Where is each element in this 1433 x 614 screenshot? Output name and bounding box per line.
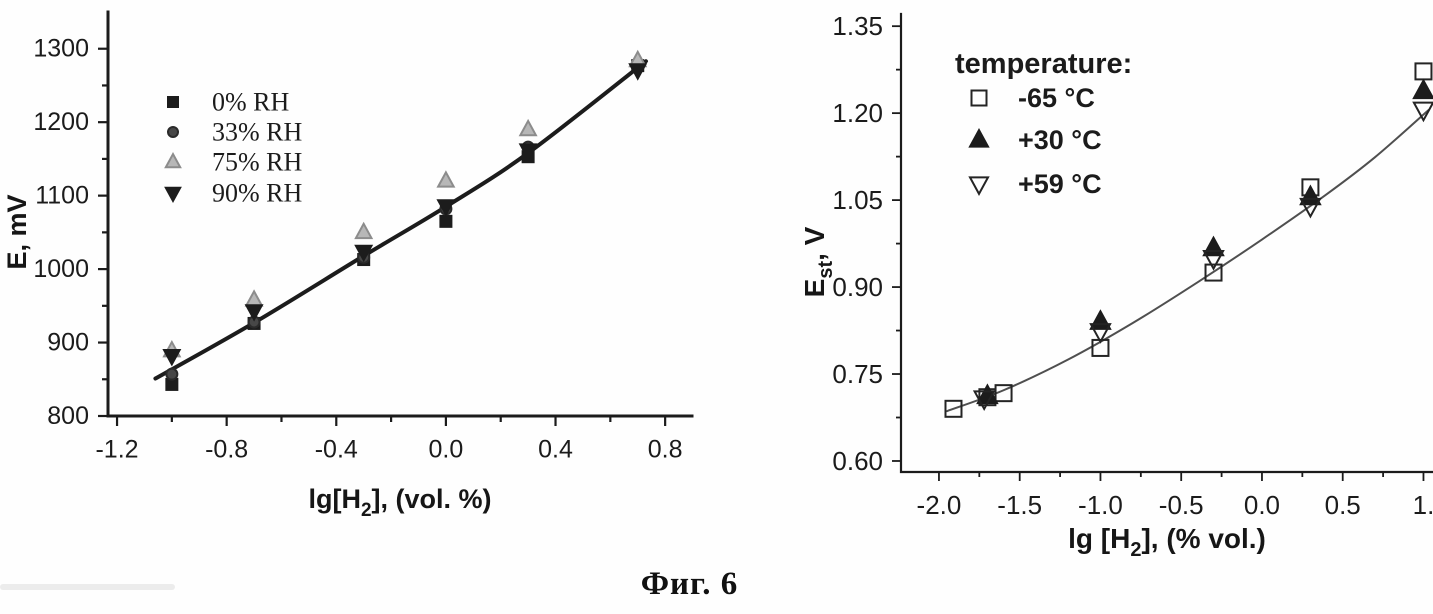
right-chart: -2.0 -1.5 -1.0 -0.5 0.0 0.5 1. 0.60 0.75 0.90 1.05… — [799, 11, 1433, 561]
svg-text:0.0: 0.0 — [1244, 490, 1280, 520]
left-legend-label-3: 90% RH — [212, 179, 303, 208]
figure-caption: Фиг. 6 — [640, 566, 739, 602]
left-chart: -1.2 -0.8 -0.4 0.0 0.4 0.8 800 900 1000 1100 1200 1… — [2, 10, 694, 521]
right-x-axis-label: lg [H2], (% vol.) — [1068, 523, 1266, 561]
right-axes — [899, 12, 1433, 474]
svg-text:800: 800 — [47, 402, 89, 430]
svg-text:1000: 1000 — [33, 255, 89, 283]
right-chart-panel: -2.0 -1.5 -1.0 -0.5 0.0 0.5 1. 0.60 0.75 0.90 1.05… — [790, 0, 1433, 580]
right-legend-label-1: +30 °C — [1018, 125, 1102, 155]
right-legend: temperature:-65 °C +30 °C +59 °C — [955, 48, 1132, 199]
left-x-axis-label: lg[H2], (vol. %) — [308, 484, 491, 521]
svg-text:1.35: 1.35 — [832, 11, 883, 41]
right-tick-labels: -2.0 -1.5 -1.0 -0.5 0.0 0.5 1. 0.60 0.75 0.90 1.05… — [832, 11, 1433, 520]
left-legend-label-0: 0% RH — [212, 88, 290, 117]
left-trend-line — [153, 59, 648, 381]
right-legend-label-2: +59 °C — [1018, 169, 1102, 199]
right-series-65-c — [944, 62, 1433, 418]
left-y-axis-label: E, mV — [2, 194, 32, 269]
svg-text:0.5: 0.5 — [1325, 490, 1361, 520]
left-series-90-rh — [162, 63, 648, 367]
svg-text:1.05: 1.05 — [832, 185, 883, 215]
svg-text:0.90: 0.90 — [832, 272, 883, 302]
right-legend-label-0: -65 °C — [1018, 83, 1095, 113]
svg-text:-0.4: -0.4 — [315, 436, 358, 464]
svg-text:-1.0: -1.0 — [1078, 490, 1123, 520]
right-y-axis-label: Est, V — [799, 226, 837, 297]
right-trend-line — [946, 109, 1430, 413]
svg-text:1.20: 1.20 — [832, 98, 883, 128]
right-legend-title: temperature: — [955, 48, 1132, 80]
svg-text:-1.2: -1.2 — [95, 436, 138, 464]
svg-text:-0.5: -0.5 — [1159, 490, 1204, 520]
left-ticks — [98, 47, 667, 426]
svg-text:-0.8: -0.8 — [205, 436, 248, 464]
svg-text:1100: 1100 — [35, 182, 89, 210]
svg-text:1.: 1. — [1413, 490, 1433, 520]
svg-text:0.8: 0.8 — [648, 436, 683, 464]
svg-text:0.0: 0.0 — [429, 436, 464, 464]
right-series-59-c — [972, 101, 1433, 412]
svg-text:0.60: 0.60 — [832, 446, 883, 476]
left-legend-label-1: 33% RH — [212, 118, 303, 147]
svg-text:-2.0: -2.0 — [917, 490, 962, 520]
left-tick-labels: -1.2 -0.8 -0.4 0.0 0.4 0.8 800 900 1000 1100 1200 1… — [33, 35, 682, 464]
svg-text:1200: 1200 — [33, 108, 89, 136]
svg-text:0.4: 0.4 — [538, 436, 573, 464]
svg-text:900: 900 — [47, 329, 89, 357]
svg-text:1300: 1300 — [33, 35, 89, 63]
left-legend-label-2: 75% RH — [212, 148, 303, 177]
scan-artifact — [0, 584, 175, 590]
left-chart-panel: -1.2 -0.8 -0.4 0.0 0.4 0.8 800 900 1000 1100 1200 1… — [0, 0, 725, 560]
svg-text:-1.5: -1.5 — [997, 490, 1042, 520]
right-ticks — [892, 25, 1425, 481]
svg-text:0.75: 0.75 — [832, 359, 883, 389]
